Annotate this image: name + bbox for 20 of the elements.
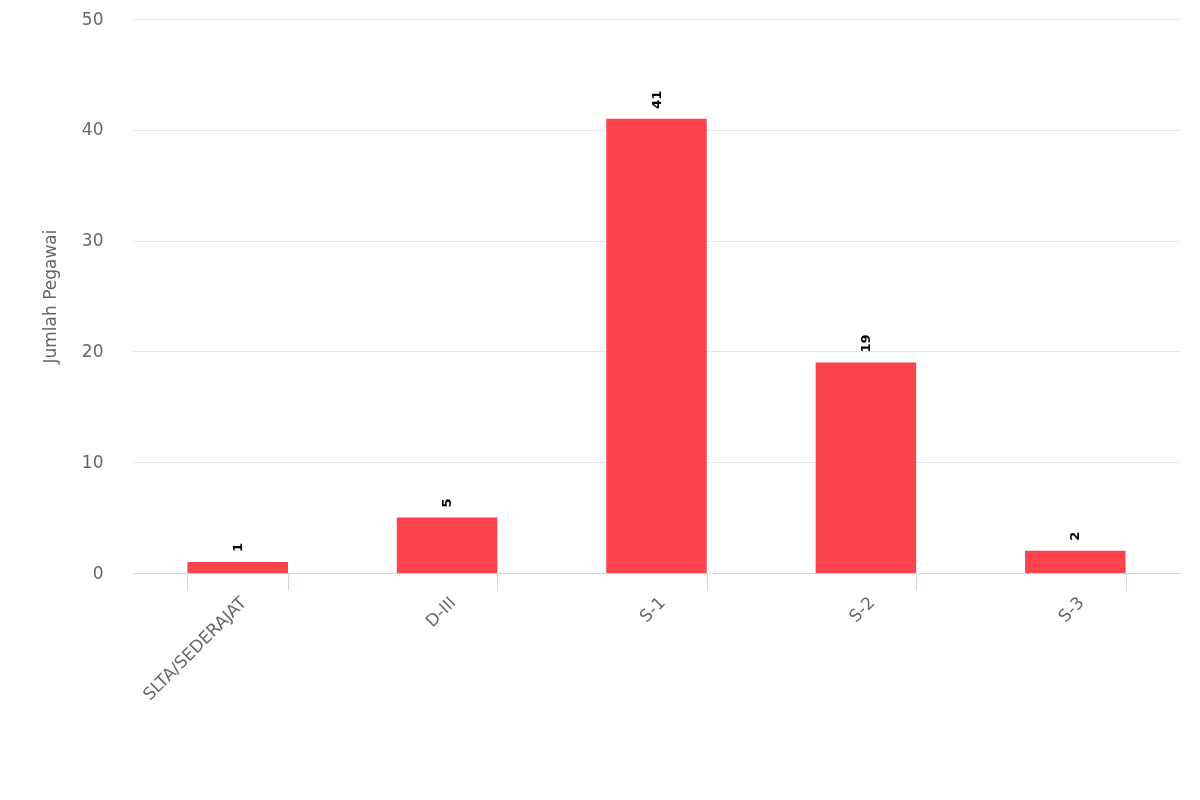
y-tick-label: 0 bbox=[92, 562, 104, 583]
data-label: 5 bbox=[439, 498, 455, 508]
bar bbox=[396, 517, 498, 573]
y-axis-title: Jumlah Pegawai bbox=[39, 229, 60, 365]
y-tick-label: 20 bbox=[81, 340, 104, 361]
x-tick-label: S-3 bbox=[1054, 592, 1088, 627]
data-label: 2 bbox=[1067, 531, 1083, 541]
y-tick-label: 10 bbox=[81, 451, 104, 472]
bar bbox=[1025, 550, 1126, 573]
y-tick-label: 50 bbox=[81, 8, 104, 29]
bar bbox=[815, 362, 917, 573]
data-label: 1 bbox=[229, 542, 245, 552]
data-label: 19 bbox=[857, 334, 873, 353]
bar bbox=[187, 561, 288, 573]
bar bbox=[606, 118, 707, 573]
data-label: 41 bbox=[648, 90, 664, 109]
x-tick-label: S-2 bbox=[844, 592, 879, 627]
y-tick-label: 40 bbox=[81, 119, 104, 140]
y-tick-label: 30 bbox=[81, 230, 104, 251]
x-tick-label: S-1 bbox=[635, 592, 670, 627]
